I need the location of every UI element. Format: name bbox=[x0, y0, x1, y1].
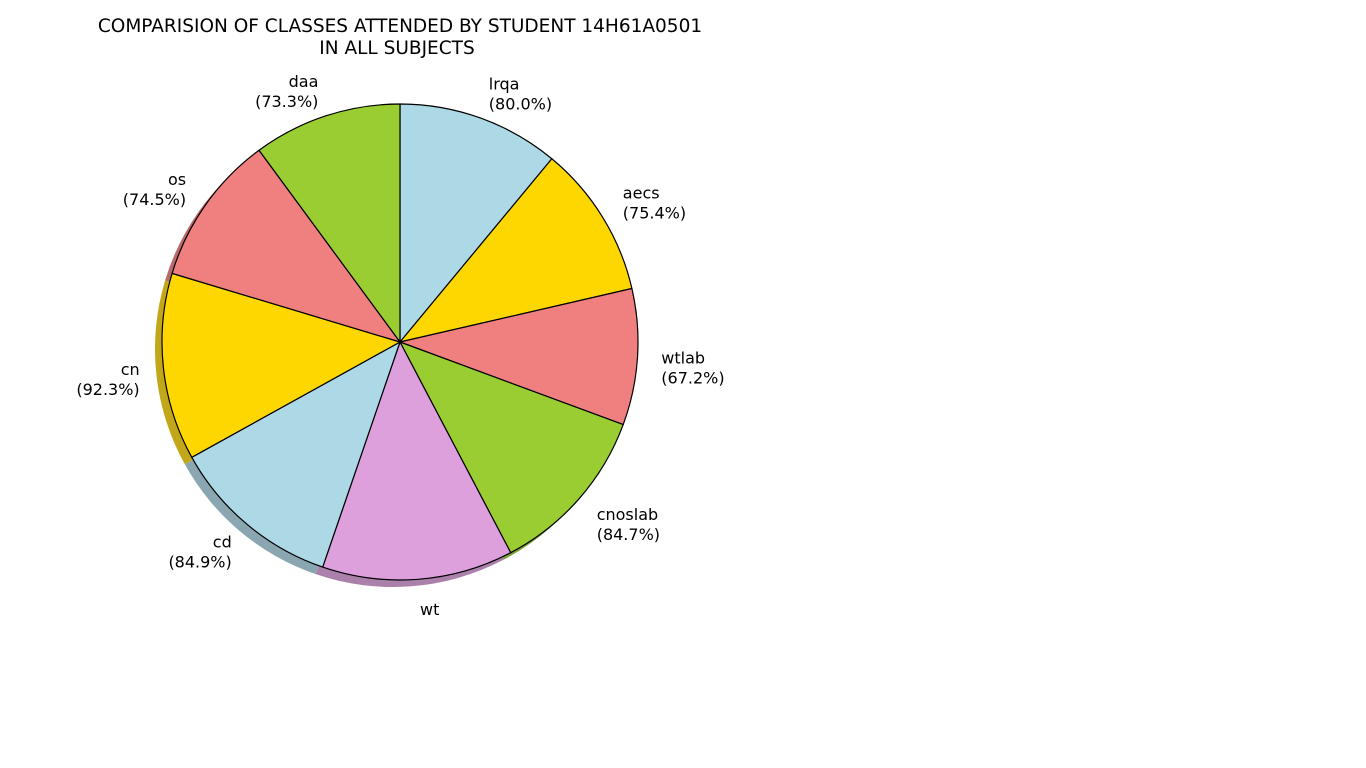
slice-label-cnoslab: cnoslab (84.7%) bbox=[597, 505, 660, 544]
slice-pct-cnoslab: (84.7%) bbox=[597, 525, 660, 544]
slice-label-lrqa: lrqa (80.0%) bbox=[489, 75, 552, 114]
slice-daa bbox=[258, 103, 401, 343]
slice-label-os: os (74.5%) bbox=[123, 170, 186, 209]
slice-name-wt: wt bbox=[420, 600, 439, 619]
slice-label-daa: daa (73.3%) bbox=[255, 72, 318, 111]
slice-pct-cd: (84.9%) bbox=[168, 553, 231, 572]
slice-pct-aecs: (75.4%) bbox=[623, 204, 686, 223]
slice-name-wtlab: wtlab bbox=[661, 349, 705, 368]
slice-cnoslab bbox=[399, 341, 624, 554]
slice-wtlab bbox=[399, 287, 639, 426]
slice-name-cnoslab: cnoslab bbox=[597, 505, 658, 524]
pie-labels: lrqa (80.0%) aecs (75.4%) wtlab (67.2%) cnosla… bbox=[76, 72, 724, 619]
slice-pct-os: (74.5%) bbox=[123, 190, 186, 209]
slice-pct-daa: (73.3%) bbox=[255, 92, 318, 111]
slice-aecs bbox=[399, 158, 633, 343]
slice-label-cn: cn (92.3%) bbox=[76, 360, 139, 399]
slice-lrqa bbox=[399, 103, 553, 343]
slice-name-os: os bbox=[168, 170, 186, 189]
slice-name-lrqa: lrqa bbox=[489, 75, 520, 94]
slice-name-cd: cd bbox=[213, 533, 232, 552]
slice-label-wt: wt bbox=[420, 600, 439, 619]
slice-os bbox=[171, 149, 401, 343]
chart-title-line-2: IN ALL SUBJECTS bbox=[319, 38, 474, 59]
slice-name-cn: cn bbox=[121, 360, 140, 379]
slice-cn bbox=[161, 272, 401, 458]
slice-pct-cn: (92.3%) bbox=[76, 380, 139, 399]
slice-name-daa: daa bbox=[289, 72, 319, 91]
slice-pct-lrqa: (80.0%) bbox=[489, 95, 552, 114]
slice-cd bbox=[191, 341, 401, 568]
slice-name-aecs: aecs bbox=[623, 184, 660, 203]
slice-pct-wtlab: (67.2%) bbox=[661, 369, 724, 388]
slice-label-wtlab: wtlab (67.2%) bbox=[661, 349, 724, 388]
slice-wt bbox=[322, 341, 512, 581]
pie-slices bbox=[161, 103, 639, 581]
slice-label-cd: cd (84.9%) bbox=[168, 533, 231, 572]
chart-title-line-1: COMPARISION OF CLASSES ATTENDED BY STUDE… bbox=[98, 16, 702, 37]
slice-label-aecs: aecs (75.4%) bbox=[623, 184, 686, 223]
